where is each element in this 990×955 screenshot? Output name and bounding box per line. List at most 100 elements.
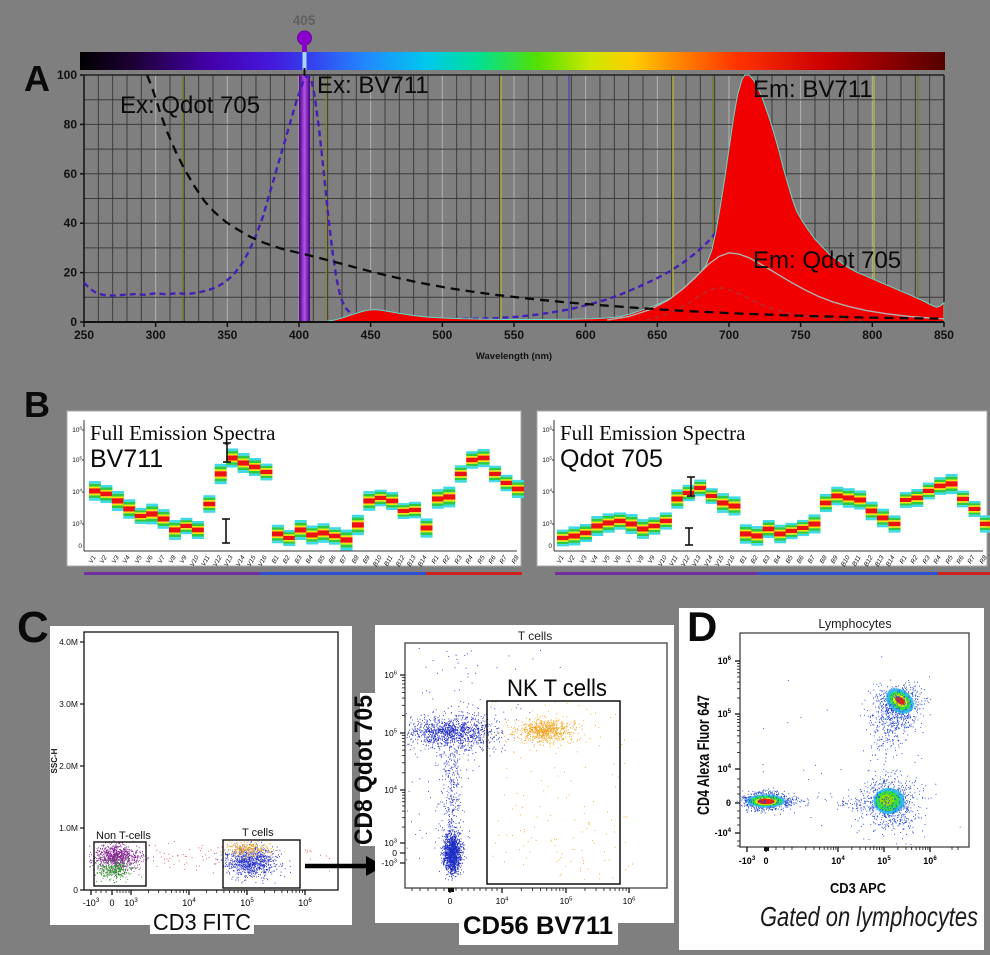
svg-text:CD3 APC: CD3 APC <box>830 880 886 897</box>
svg-text:B2: B2 <box>282 554 292 565</box>
svg-text:V4: V4 <box>590 554 600 565</box>
svg-text:B2: B2 <box>750 554 760 565</box>
svg-text:B1: B1 <box>739 554 749 565</box>
svg-text:103: 103 <box>384 838 397 848</box>
svg-text:106: 106 <box>542 426 552 435</box>
svg-text:CD3 FITC: CD3 FITC <box>153 909 251 935</box>
svg-text:T cells: T cells <box>242 827 274 839</box>
svg-text:B9: B9 <box>362 554 372 565</box>
svg-text:B5: B5 <box>785 554 795 565</box>
svg-text:Ex: BV711: Ex: BV711 <box>317 72 429 99</box>
svg-text:B4: B4 <box>305 554 315 565</box>
svg-text:Non T-cells: Non T-cells <box>96 830 151 842</box>
svg-text:0: 0 <box>70 315 77 329</box>
svg-text:V9: V9 <box>647 554 657 565</box>
svg-text:B4: B4 <box>773 554 783 565</box>
svg-text:800: 800 <box>862 328 882 342</box>
svg-text:3.0M: 3.0M <box>59 699 78 709</box>
svg-text:104: 104 <box>182 897 196 908</box>
svg-text:B7: B7 <box>807 554 817 565</box>
svg-text:R7: R7 <box>967 554 977 565</box>
svg-text:B11: B11 <box>383 554 395 567</box>
svg-text:B6: B6 <box>796 554 806 565</box>
svg-text:R1: R1 <box>899 554 909 565</box>
svg-text:105: 105 <box>240 897 254 908</box>
svg-text:T cells: T cells <box>518 629 552 643</box>
svg-text:V7: V7 <box>625 554 635 565</box>
svg-text:V8: V8 <box>168 554 178 565</box>
svg-text:R5: R5 <box>477 554 487 565</box>
svg-text:0: 0 <box>78 543 82 550</box>
svg-text:R8: R8 <box>511 554 521 565</box>
svg-text:105: 105 <box>877 855 891 866</box>
svg-text:B: B <box>24 384 50 425</box>
svg-text:106: 106 <box>72 426 82 435</box>
svg-text:700: 700 <box>719 328 739 342</box>
svg-text:106: 106 <box>923 855 937 866</box>
svg-text:Lymphocytes: Lymphocytes <box>818 617 891 631</box>
svg-text:80: 80 <box>64 117 78 131</box>
svg-text:V1: V1 <box>88 554 98 565</box>
svg-text:B1: B1 <box>271 554 281 565</box>
svg-text:V5: V5 <box>134 554 144 565</box>
svg-text:405: 405 <box>293 13 316 28</box>
svg-text:40: 40 <box>64 216 78 230</box>
svg-text:CD56 BV711: CD56 BV711 <box>463 912 613 940</box>
svg-text:R2: R2 <box>442 554 452 565</box>
svg-text:V7: V7 <box>157 554 167 565</box>
svg-text:1.0M: 1.0M <box>59 823 78 833</box>
svg-text:0: 0 <box>548 543 552 550</box>
svg-text:V11: V11 <box>200 554 212 567</box>
svg-text:Qdot 705: Qdot 705 <box>560 445 663 473</box>
svg-text:Full Emission Spectra: Full Emission Spectra <box>560 421 746 445</box>
svg-text:0: 0 <box>73 885 78 895</box>
svg-text:R5: R5 <box>945 554 955 565</box>
svg-text:105: 105 <box>72 456 82 465</box>
svg-text:Ex: Qdot 705: Ex: Qdot 705 <box>120 92 260 119</box>
svg-text:0: 0 <box>726 798 731 808</box>
svg-text:104: 104 <box>831 855 845 866</box>
svg-text:-104: -104 <box>715 827 732 838</box>
svg-text:20: 20 <box>64 266 78 280</box>
svg-text:D: D <box>687 603 717 650</box>
svg-text:V2: V2 <box>99 554 109 565</box>
svg-text:V3: V3 <box>579 554 589 565</box>
svg-text:V5: V5 <box>602 554 612 565</box>
svg-text:600: 600 <box>576 328 596 342</box>
svg-text:A: A <box>24 58 50 99</box>
svg-text:104: 104 <box>496 896 509 906</box>
svg-text:R8: R8 <box>979 554 989 565</box>
svg-text:103: 103 <box>542 520 552 529</box>
svg-text:R7: R7 <box>499 554 509 565</box>
svg-text:V6: V6 <box>613 554 623 565</box>
svg-text:R6: R6 <box>956 554 966 565</box>
svg-text:R1: R1 <box>431 554 441 565</box>
svg-text:450: 450 <box>361 328 381 342</box>
svg-text:104: 104 <box>718 763 732 774</box>
svg-text:V9: V9 <box>179 554 189 565</box>
svg-text:0: 0 <box>109 898 114 908</box>
svg-text:103: 103 <box>72 520 82 529</box>
svg-text:R3: R3 <box>922 554 932 565</box>
svg-text:B7: B7 <box>339 554 349 565</box>
svg-text:106: 106 <box>718 655 732 666</box>
svg-text:105: 105 <box>384 728 397 738</box>
svg-text:4.0M: 4.0M <box>59 637 78 647</box>
svg-text:R4: R4 <box>465 554 475 565</box>
svg-text:B8: B8 <box>819 554 829 565</box>
svg-text:250: 250 <box>74 328 94 342</box>
svg-text:105: 105 <box>542 456 552 465</box>
svg-text:650: 650 <box>647 328 667 342</box>
svg-text:500: 500 <box>432 328 452 342</box>
svg-text:Full Emission Spectra: Full Emission Spectra <box>90 421 276 445</box>
svg-text:Em: BV711: Em: BV711 <box>753 76 873 103</box>
svg-text:B8: B8 <box>351 554 361 565</box>
svg-text:-103: -103 <box>381 858 397 868</box>
svg-text:0: 0 <box>448 896 453 906</box>
svg-text:105: 105 <box>718 708 732 719</box>
svg-text:B9: B9 <box>830 554 840 565</box>
svg-text:B6: B6 <box>328 554 338 565</box>
svg-text:103: 103 <box>124 897 138 908</box>
svg-text:CD4 Alexa Fluor 647: CD4 Alexa Fluor 647 <box>694 695 713 815</box>
svg-text:104: 104 <box>72 488 82 497</box>
